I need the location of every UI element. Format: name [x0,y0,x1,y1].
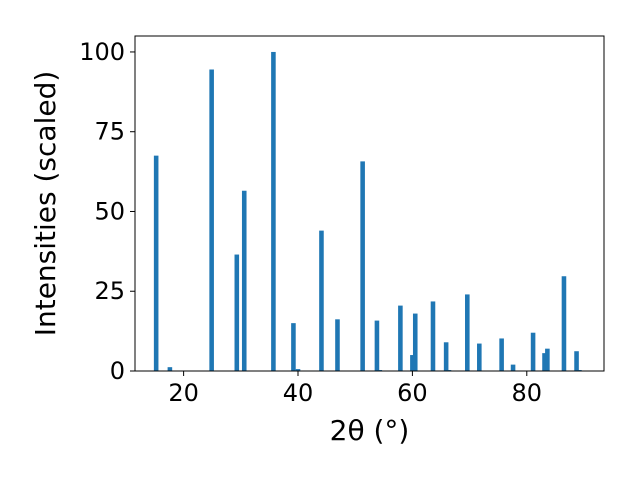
bar [234,254,240,371]
bar [465,294,470,371]
bar [271,51,276,371]
bar [412,313,418,371]
bar [360,161,365,371]
y-axis-label: Intensities (scaled) [29,71,62,337]
bar [430,301,436,371]
bar [291,323,296,371]
bar [477,343,482,371]
bar [530,332,536,371]
bar [574,351,579,371]
x-tick-label: 60 [397,379,428,407]
y-tick-label: 25 [94,277,125,305]
bar [209,69,214,371]
bar [319,230,324,371]
bar [443,342,449,371]
bar [561,276,567,371]
bar [542,353,547,371]
x-tick-label: 40 [283,379,314,407]
y-axis-ticks: 0 25 50 75 100 [79,38,135,385]
bar [241,190,247,371]
x-axis-label: 2θ (°) [330,414,410,447]
bar [410,355,415,371]
bar [545,348,550,371]
bars-group [153,51,582,371]
y-tick-label: 75 [94,118,125,146]
bar [295,369,301,371]
bar [374,320,380,371]
bar [510,364,516,371]
bar [153,155,159,371]
bar [335,319,340,371]
x-tick-label: 80 [512,379,543,407]
y-tick-label: 50 [94,197,125,225]
x-tick-label: 20 [168,379,199,407]
y-tick-label: 0 [110,357,125,385]
y-tick-label: 100 [79,38,125,66]
bar [499,338,504,371]
bar [167,367,173,371]
bar [398,305,403,371]
x-axis-ticks: 20 40 60 80 [168,371,542,407]
plot-frame [134,35,605,372]
